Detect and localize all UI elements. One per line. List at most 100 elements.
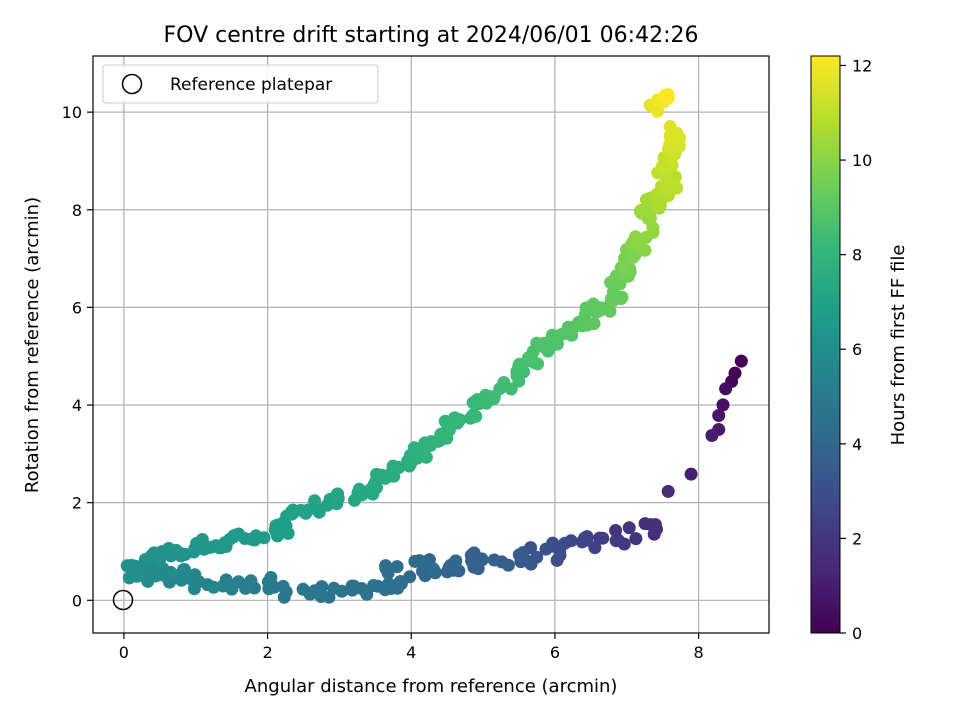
scatter-point [308, 494, 322, 508]
scatter-point [452, 413, 466, 427]
legend-entry-reference: Reference platepar [170, 75, 332, 95]
scatter-point [277, 590, 291, 604]
colorbar-tick-label: 8 [852, 246, 862, 265]
scatter-point [661, 177, 675, 191]
legend: Reference platepar [102, 64, 379, 104]
scatter-point [664, 152, 678, 166]
scatter-point [661, 484, 675, 498]
scatter-point [638, 517, 652, 531]
x-tick-label: 8 [694, 643, 704, 662]
scatter-point [261, 575, 275, 589]
scatter-point [360, 587, 374, 601]
y-tick-label: 6 [72, 298, 82, 317]
scatter-point [352, 482, 366, 496]
scatter-point [629, 532, 643, 546]
y-tick-label: 8 [72, 201, 82, 220]
scatter-point [367, 579, 381, 592]
scatter-point [587, 317, 601, 331]
scatter-point [615, 290, 629, 304]
scatter-point [390, 560, 404, 574]
scatter-points [120, 88, 748, 604]
scatter-point [719, 382, 733, 396]
scatter-point [716, 398, 730, 412]
scatter-point [444, 558, 458, 572]
scatter-point [381, 469, 395, 483]
legend-box [102, 64, 379, 104]
scatter-point [538, 336, 551, 350]
scatter-point [626, 250, 640, 264]
scatter-point [487, 553, 501, 567]
scatter-point [249, 529, 263, 543]
y-tick-label: 2 [72, 494, 82, 513]
scatter-point [195, 533, 209, 546]
x-axis-ticks: 0 2 4 6 8 [119, 633, 704, 662]
x-tick-label: 4 [406, 643, 416, 662]
x-tick-label: 6 [550, 643, 560, 662]
y-tick-label: 0 [72, 591, 82, 610]
scatter-point [609, 534, 623, 548]
scatter-point [402, 459, 416, 473]
scatter-point [207, 580, 221, 594]
y-axis-ticks: 0 2 4 6 8 10 [62, 103, 93, 610]
scatter-point [539, 542, 553, 556]
scatter-point [663, 120, 677, 134]
scatter-point [705, 429, 719, 442]
scatter-point [575, 535, 589, 549]
scatter-point [331, 487, 345, 501]
scatter-point [424, 435, 438, 448]
plot-frame [92, 55, 770, 634]
colorbar-tick-label: 12 [852, 56, 872, 75]
scatter-point [120, 559, 134, 573]
scatter-point [220, 577, 234, 591]
scatter-point [501, 558, 515, 572]
scatter-point [622, 521, 636, 535]
scatter-point [634, 204, 648, 217]
scatter-point [638, 243, 652, 257]
colorbar [810, 55, 841, 634]
scatter-point [475, 553, 489, 567]
scatter-point [394, 577, 408, 591]
scatter-point [188, 568, 202, 582]
scatter-point [469, 409, 483, 423]
scatter-point [633, 232, 646, 246]
scatter-point [408, 554, 422, 568]
scatter-point [575, 319, 589, 333]
x-tick-label: 2 [262, 643, 272, 662]
colorbar-tick-label: 0 [852, 624, 862, 643]
scatter-point [392, 461, 406, 474]
colorbar-tick-label: 10 [852, 151, 872, 170]
scatter-point [347, 579, 361, 593]
scatter-point [308, 584, 322, 598]
scatter-point [426, 562, 440, 576]
colorbar-ticks: 0 2 4 6 8 10 12 [840, 56, 872, 643]
scatter-point [512, 548, 526, 562]
scatter-point [734, 354, 748, 368]
scatter-point [659, 88, 672, 102]
scatter-point [588, 541, 602, 555]
scatter-point [603, 304, 617, 318]
scatter-point [335, 584, 349, 598]
scatter-point [166, 567, 180, 581]
scatter-point [651, 104, 664, 118]
y-axis-label: Rotation from reference (arcmin) [22, 197, 43, 493]
scatter-point [227, 529, 241, 543]
y-tick-label: 10 [62, 103, 82, 122]
scatter-point [550, 553, 564, 567]
chart-title: FOV centre drift starting at 2024/06/01 … [164, 23, 699, 48]
scatter-point [664, 140, 678, 154]
reference-platepar-marker [112, 589, 134, 611]
scatter-point [684, 467, 698, 481]
scatter-point [384, 582, 398, 595]
scatter-point [493, 382, 507, 396]
colorbar-tick-label: 2 [852, 529, 862, 548]
colorbar-label: Hours from first FF file [888, 245, 909, 446]
scatter-point [301, 503, 315, 517]
scatter-point [465, 554, 479, 568]
x-tick-label: 0 [119, 643, 129, 662]
colorbar-tick-label: 6 [852, 340, 862, 359]
scatter-point [279, 519, 293, 533]
scatter-point [618, 259, 631, 273]
scatter-point [379, 559, 393, 573]
x-axis-label: Angular distance from reference (arcmin) [245, 676, 618, 697]
